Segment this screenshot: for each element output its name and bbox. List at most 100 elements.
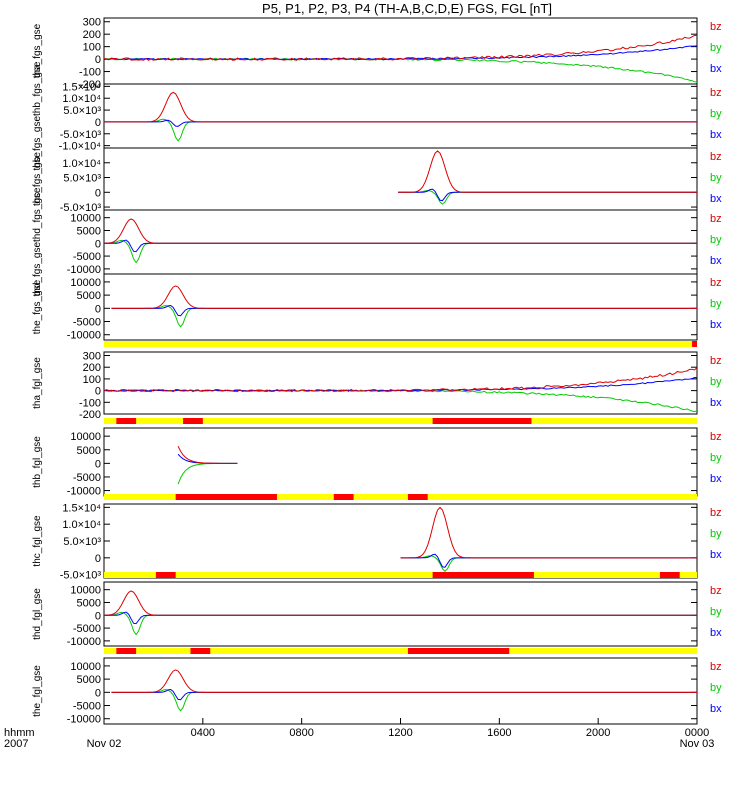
series-bz-line xyxy=(111,669,697,693)
series-bx-line xyxy=(398,188,697,202)
y-tick-label: 100 xyxy=(83,374,101,386)
y-tick-label: 100 xyxy=(83,42,101,54)
panel-thc_fgs_gse: 1.0×10⁴ 5.0×10³ 0 -5.0×10³ thc_fgs_gse bz by bx xyxy=(32,147,722,214)
legend-bx: bx xyxy=(710,549,722,561)
y-tick-label: 5000 xyxy=(77,225,101,237)
series-bz-line xyxy=(398,150,697,193)
x-tick-label: 0400 xyxy=(191,727,215,739)
x-tick-label: 0800 xyxy=(289,727,313,739)
y-tick-label: -5000 xyxy=(73,317,101,329)
legend-bz: bz xyxy=(710,213,722,225)
y-axis-label: tha_fgl_gse xyxy=(32,357,43,409)
x-date-label: Nov 03 xyxy=(680,738,715,750)
series-bx-line xyxy=(400,553,697,568)
y-tick-label: 300 xyxy=(83,351,101,363)
legend-by: by xyxy=(710,452,722,464)
y-tick-label: 10000 xyxy=(70,277,101,289)
panel-frame xyxy=(103,209,698,275)
legend-by: by xyxy=(710,108,722,120)
legend-by: by xyxy=(710,606,722,618)
series-bz-line xyxy=(177,446,238,464)
panel-frame xyxy=(103,273,698,341)
series-bz-line xyxy=(103,34,698,61)
panel-thd_fgs_gsethd_fgs_gse: 1000050000-5000-10000thd_fgs_gsethd_fgs_… xyxy=(32,187,722,296)
flag-bar-segment xyxy=(190,648,211,654)
legend-by: by xyxy=(710,298,722,310)
x-axis-corner-label: hhmm xyxy=(4,727,35,739)
y-tick-label: -5.0×10³ xyxy=(60,129,102,141)
flag-bar-background xyxy=(104,418,697,424)
y-tick-label: 5000 xyxy=(77,290,101,302)
y-tick-label: 0 xyxy=(95,458,101,470)
series-bx-line xyxy=(103,376,698,392)
flag-bar-segment xyxy=(407,648,510,654)
series-bx-line xyxy=(111,688,697,701)
y-tick-label: 10000 xyxy=(70,431,101,443)
legend-bx: bx xyxy=(710,627,722,639)
panel-frame xyxy=(103,351,698,415)
y-tick-label: 0 xyxy=(95,238,101,250)
legend-bz: bz xyxy=(710,87,722,99)
legend-by: by xyxy=(710,376,722,388)
y-tick-label: -10000 xyxy=(67,714,101,726)
y-tick-label: -5.0×10³ xyxy=(60,570,102,582)
legend-bx: bx xyxy=(710,319,722,331)
x-tick-label: 2000 xyxy=(586,727,610,739)
y-tick-label: -100 xyxy=(79,397,101,409)
legend-by: by xyxy=(710,528,722,540)
flag-bar-segment xyxy=(692,341,697,347)
y-tick-label: 0 xyxy=(95,303,101,315)
x-tick-label: 1600 xyxy=(487,727,511,739)
flag-bar-segment xyxy=(116,648,137,654)
y-tick-label: 5000 xyxy=(77,445,101,457)
x-tick-label: 1200 xyxy=(388,727,412,739)
y-tick-label: 10000 xyxy=(70,213,101,225)
y-tick-label: 0 xyxy=(95,610,101,622)
y-tick-label: -10000 xyxy=(67,636,101,648)
flag-bar-background xyxy=(104,494,697,500)
flag-bars xyxy=(104,341,697,654)
series-by-line xyxy=(103,389,698,413)
flag-bar-segment xyxy=(432,418,532,424)
panel-frame xyxy=(103,581,698,647)
y-tick-label: 5.0×10³ xyxy=(63,536,101,548)
y-tick-label: 1.5×10⁴ xyxy=(62,502,101,514)
y-tick-label: 1.0×10⁴ xyxy=(62,93,101,105)
y-axis-label: the_fgl_gse xyxy=(32,665,43,717)
legend-bz: bz xyxy=(710,355,722,367)
flag-bar-background xyxy=(104,648,697,654)
y-tick-label: -5000 xyxy=(73,701,101,713)
legend-bz: bz xyxy=(710,277,722,289)
flag-bar-segment xyxy=(116,418,137,424)
series-bx-line xyxy=(103,45,698,61)
legend-bz: bz xyxy=(710,21,722,33)
series-bx-line xyxy=(104,239,697,253)
y-tick-label: -10000 xyxy=(67,486,101,498)
flag-bar-background xyxy=(104,572,697,578)
y-tick-label: 0 xyxy=(95,687,101,699)
y-tick-label: 200 xyxy=(83,29,101,41)
x-tick-label: 0000 xyxy=(685,727,709,739)
series-bz-line xyxy=(103,590,697,616)
legend-bz: bz xyxy=(710,585,722,597)
flag-bar-segment xyxy=(175,494,277,500)
y-tick-label: -200 xyxy=(79,79,101,91)
series-bz-line xyxy=(104,91,697,123)
series-bz-line xyxy=(103,367,698,393)
flag-bar-segment xyxy=(155,572,176,578)
series-bx-line xyxy=(104,611,697,625)
y-tick-label: 10000 xyxy=(70,585,101,597)
y-tick-label: 10000 xyxy=(70,661,101,673)
flag-bar-segment xyxy=(183,418,203,424)
panel-frame xyxy=(103,17,698,85)
panel-frame xyxy=(103,503,698,579)
y-axis-label: thc_fgs_gse xyxy=(32,152,43,206)
y-tick-label: 1.0×10⁴ xyxy=(62,519,101,531)
